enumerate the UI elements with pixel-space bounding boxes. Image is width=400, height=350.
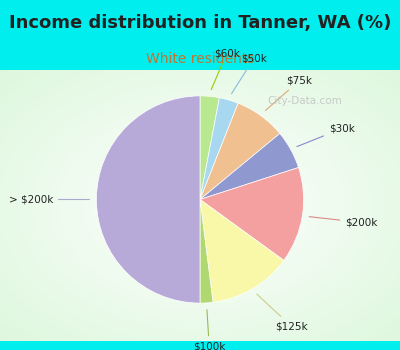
Text: $100k: $100k — [193, 310, 226, 350]
Wedge shape — [96, 96, 200, 303]
Text: $125k: $125k — [257, 294, 308, 331]
Text: Income distribution in Tanner, WA (%): Income distribution in Tanner, WA (%) — [9, 14, 391, 32]
Text: White residents: White residents — [146, 52, 254, 66]
Text: > $200k: > $200k — [8, 195, 90, 204]
Text: $60k: $60k — [211, 48, 240, 90]
Wedge shape — [200, 199, 284, 302]
Text: $75k: $75k — [266, 76, 312, 111]
Wedge shape — [200, 133, 298, 199]
Wedge shape — [200, 96, 220, 200]
Text: City-Data.com: City-Data.com — [267, 96, 342, 106]
Wedge shape — [200, 199, 213, 303]
Text: $200k: $200k — [309, 217, 378, 228]
Text: $50k: $50k — [232, 53, 267, 94]
Wedge shape — [200, 103, 280, 200]
Wedge shape — [200, 168, 304, 260]
Wedge shape — [200, 98, 238, 200]
Text: $30k: $30k — [297, 124, 355, 147]
